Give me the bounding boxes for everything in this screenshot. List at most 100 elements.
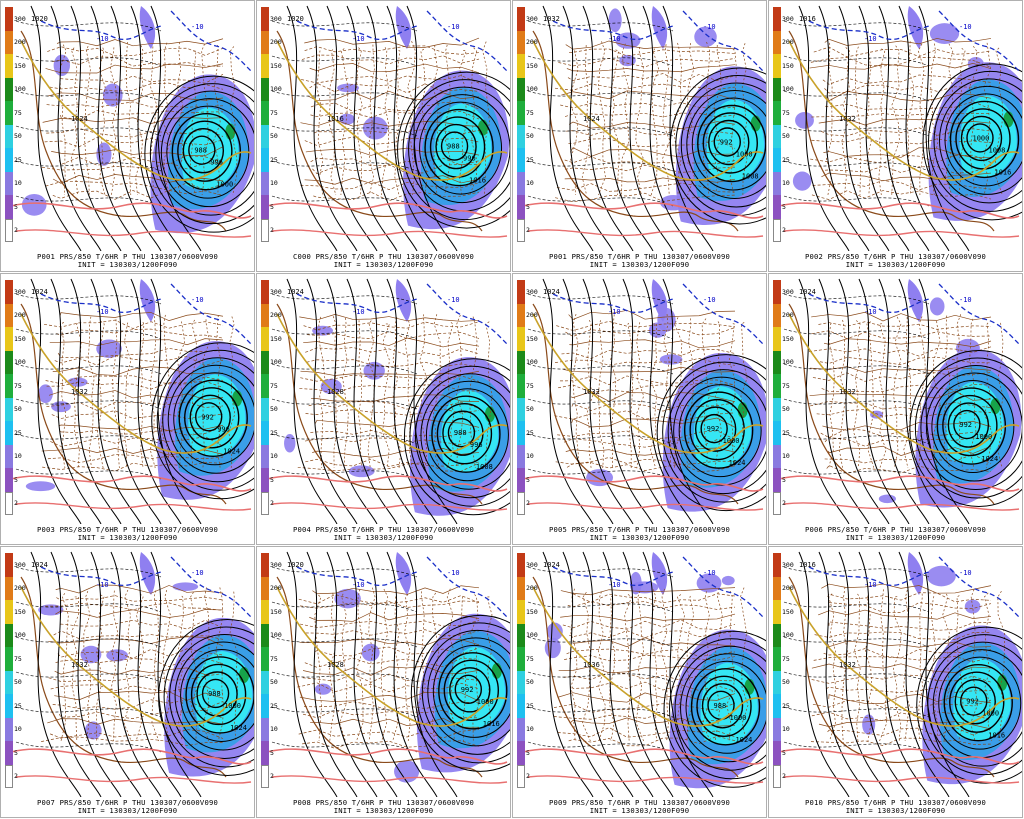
cold-high-label: 1020 <box>287 561 304 569</box>
precip-colorbar <box>517 553 525 788</box>
cold-high-label: 1016 <box>799 15 816 23</box>
panel-caption: C000 PRS/850 T/6HR P THU 130307/0600V090 <box>292 252 475 261</box>
geo-borders <box>20 576 239 778</box>
colorbar-tick-label: 300 <box>526 287 538 296</box>
colorbar-tick-label: 300 <box>14 560 26 569</box>
high-pressure-label: 1032 <box>839 388 856 396</box>
colorbar-segment <box>773 468 781 492</box>
colorbar-segment <box>5 374 13 398</box>
colorbar-segment <box>773 195 781 219</box>
colorbar-segment <box>517 694 525 718</box>
ensemble-panel-p001: 988 1024 996 1000 1020 -10 -10 300 200 150 100 75 50… <box>0 0 255 272</box>
colorbar-segment <box>5 468 13 492</box>
contour-labels: 992 1028 1000 1016 1020 -10 -10 <box>287 561 500 728</box>
ensemble-panel-p004: 988 1028 996 1008 1024 -10 -10 300 200 150 100 75 50… <box>256 273 511 545</box>
thickness-label: -10 <box>608 35 621 43</box>
colorbar-segment <box>261 327 269 351</box>
thickness-label: -10 <box>447 296 460 304</box>
colorbar-segment <box>5 148 13 172</box>
high-pressure-label: 1036 <box>583 661 600 669</box>
thickness-label: -10 <box>352 308 365 316</box>
low-pressure-label: 1000 <box>972 134 989 142</box>
low-pressure-label: 992 <box>201 413 214 421</box>
thickness-contours <box>266 283 508 511</box>
precip-colorbar <box>773 7 781 242</box>
colorbar-tick-label: 10 <box>270 452 278 461</box>
colorbar-segment <box>5 30 13 54</box>
colorbar-tick-label: 300 <box>14 287 26 296</box>
geo-borders <box>276 30 490 232</box>
colorbar-tick-label: 75 <box>526 654 534 663</box>
colorbar-segment <box>773 717 781 741</box>
colorbar-segment <box>517 218 525 242</box>
colorbar-segment <box>5 764 13 788</box>
thickness-contours <box>522 556 764 784</box>
colorbar-segment <box>517 397 525 421</box>
colorbar-segment <box>261 148 269 172</box>
colorbar-tick-label: 200 <box>526 311 538 320</box>
panel-init-caption: INIT = 130303/1200F090 <box>845 533 946 542</box>
colorbar-tick-label: 10 <box>14 725 22 734</box>
thickness-contours <box>778 283 1020 511</box>
thickness-label: -10 <box>959 23 972 31</box>
panel-init-caption: INIT = 130303/1200F090 <box>333 533 434 542</box>
isobar-label: 1024 <box>736 736 753 744</box>
colorbar-segment <box>517 670 525 694</box>
colorbar-segment <box>773 421 781 445</box>
colorbar-segment <box>261 468 269 492</box>
ensemble-panel-p003: 992 1032 996 1024 1024 -10 -10 300 200 150 100 75 50… <box>0 273 255 545</box>
colorbar-tick-label: 100 <box>526 85 538 94</box>
precip-colorbar <box>517 7 525 242</box>
colorbar-tick-label: 25 <box>270 155 278 164</box>
colorbar-segment <box>261 54 269 78</box>
high-pressure-label: 1024 <box>71 115 88 123</box>
colorbar-segment <box>773 148 781 172</box>
colorbar-tick-label: 50 <box>782 678 790 687</box>
precip-colorbar <box>5 7 13 242</box>
colorbar-segment <box>261 623 269 647</box>
colorbar-tick-label: 25 <box>14 155 22 164</box>
colorbar-segment <box>773 553 781 577</box>
colorbar-tick-label: 50 <box>270 132 278 141</box>
thickness-label: -10 <box>959 296 972 304</box>
thickness-label: -10 <box>864 35 877 43</box>
colorbar-segment <box>5 218 13 242</box>
colorbar-tick-label: 10 <box>14 179 22 188</box>
colorbar-segment <box>773 694 781 718</box>
thickness-label: -10 <box>447 569 460 577</box>
colorbar-tick-label: 150 <box>526 607 538 616</box>
colorbar-tick-label: 300 <box>782 560 794 569</box>
forecast-map: 988 1024 996 1000 1020 -10 -10 <box>10 5 254 251</box>
colorbar-tick-label: 5 <box>270 475 274 484</box>
low-pressure-label: 988 <box>714 702 727 710</box>
isobars <box>15 278 254 524</box>
colorbar-segment <box>517 764 525 788</box>
forecast-map: 988 1036 1000 1024 1024 -10 -10 <box>522 551 766 797</box>
colorbar-tick-label: 100 <box>782 85 794 94</box>
colorbar-tick-label: 50 <box>14 132 22 141</box>
colorbar-segment <box>261 444 269 468</box>
colorbar-segment <box>773 764 781 788</box>
colorbar-tick-label: 2 <box>14 226 18 235</box>
colorbar-segment <box>517 468 525 492</box>
colorbar-segment <box>773 623 781 647</box>
contour-labels: 988 1024 996 1000 1020 -10 -10 <box>31 15 233 189</box>
panel-caption: P002 PRS/850 T/6HR P THU 130307/0600V090 <box>804 252 987 261</box>
isobars <box>271 5 510 251</box>
forecast-map: 988 1032 1000 1024 1024 -10 -10 <box>10 551 254 797</box>
colorbar-segment <box>5 397 13 421</box>
isobar-label: 1000 <box>730 714 747 722</box>
colorbar-segment <box>773 280 781 304</box>
thickness-label: -10 <box>703 23 716 31</box>
contour-labels: 1000 1032 1008 1016 1016 -10 -10 <box>799 15 1011 176</box>
colorbar-segment <box>261 7 269 31</box>
colorbar-tick-label: 5 <box>14 475 18 484</box>
colorbar-segment <box>261 491 269 515</box>
ensemble-panel-p008: 992 1028 1000 1016 1020 -10 -10 300 200 150 100 75 5… <box>256 546 511 818</box>
colorbar-segment <box>517 350 525 374</box>
thickness-contours <box>10 10 252 238</box>
colorbar-segment <box>5 623 13 647</box>
colorbar-segment <box>5 327 13 351</box>
colorbar-segment <box>517 717 525 741</box>
isobar-label: 1000 <box>224 702 241 710</box>
